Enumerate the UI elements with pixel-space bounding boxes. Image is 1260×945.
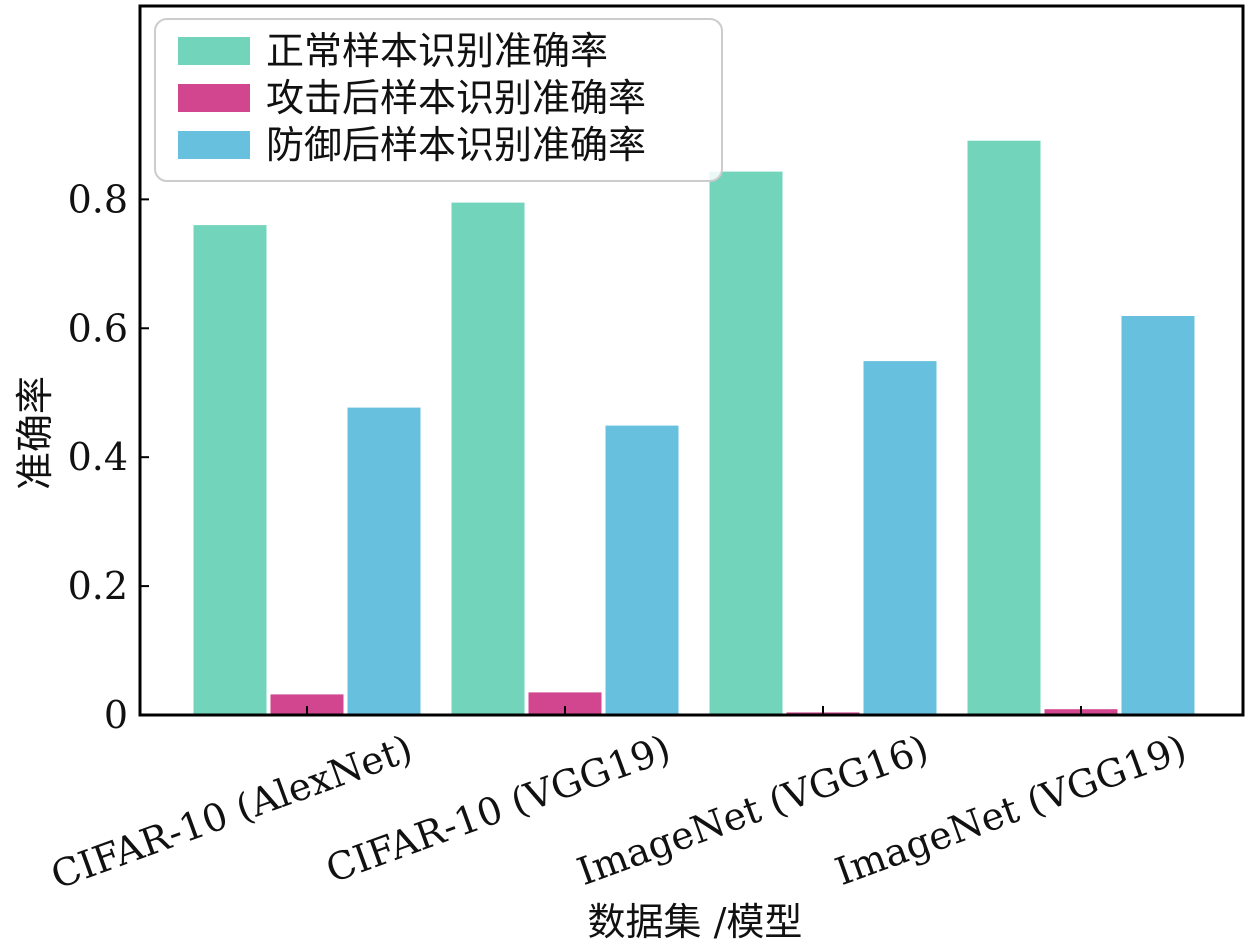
bar: [709, 171, 783, 716]
y-tick-label: 0.4: [68, 435, 128, 479]
bar: [605, 425, 679, 715]
bar: [451, 202, 525, 716]
bar: [193, 225, 267, 715]
legend-label: 攻击后样本识别准确率: [266, 76, 646, 120]
legend-box: [154, 18, 723, 182]
bar: [270, 694, 344, 715]
legend-swatch: [178, 131, 250, 159]
bar: [967, 140, 1041, 715]
y-tick-label: 0: [104, 693, 128, 737]
bar: [863, 361, 937, 715]
x-axis-title: 数据集 /模型: [588, 900, 803, 944]
legend-swatch: [178, 84, 250, 112]
plot-frame: [138, 4, 1245, 717]
y-tick-label: 0.2: [68, 564, 128, 608]
y-axis-title: 准确率: [13, 376, 57, 490]
y-tick-label: 0.6: [68, 306, 128, 350]
legend-label: 防御后样本识别准确率: [266, 123, 646, 167]
y-axis: 0 0.2 0.4 0.6 0.8: [68, 177, 149, 737]
x-axis: CIFAR-10 (AlexNet)CIFAR-10 (VGG19)ImageN…: [45, 706, 1192, 898]
legend-label: 正常样本识别准确率: [266, 29, 608, 73]
legend-swatch: [178, 37, 250, 65]
bars-layer: [193, 140, 1195, 716]
bar: [347, 407, 421, 715]
bar: [528, 692, 602, 715]
bar: [1121, 316, 1195, 715]
y-tick-label: 0.8: [68, 177, 128, 221]
